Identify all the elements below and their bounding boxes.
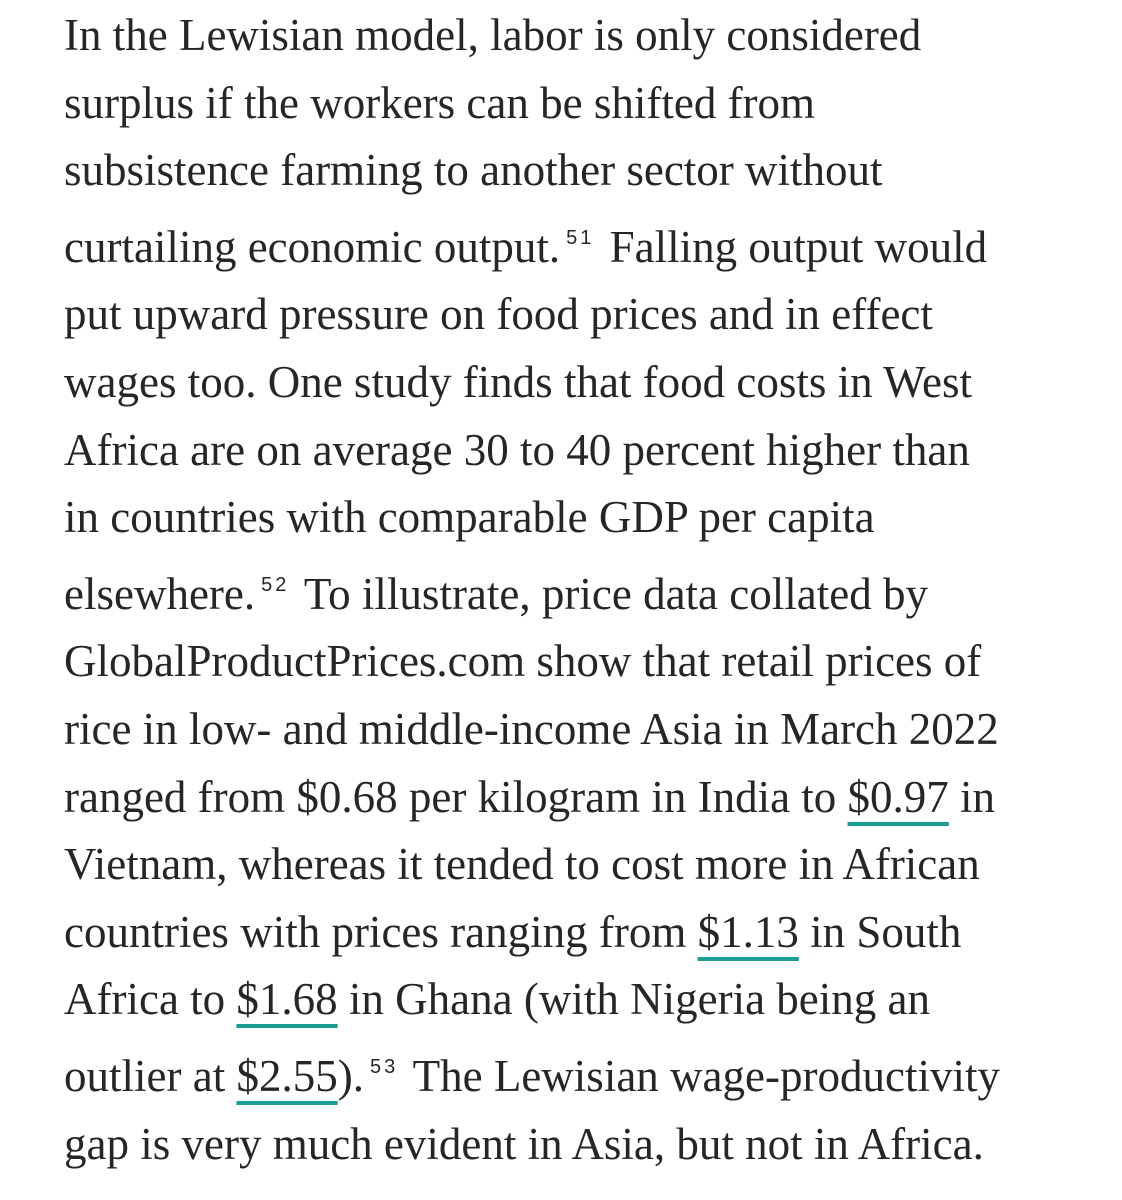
article-paragraph: In the Lewisian model, labor is only con…	[64, 2, 1000, 1178]
text-segment: in Ghana (with Nigeria being an	[337, 974, 930, 1025]
price-source-link[interactable]: $1.68	[236, 974, 338, 1025]
text-segment: Falling output would	[598, 221, 988, 272]
text-segment: in South	[798, 906, 962, 957]
text-line: In the Lewisian model, labor is only con…	[64, 2, 1000, 70]
text-segment: put upward pressure on food prices and i…	[64, 289, 933, 340]
text-line: curtailing economic output. 51 Falling ou…	[64, 205, 1000, 282]
text-segment: outlier at	[64, 1050, 237, 1101]
text-segment: The Lewisian wage-productivity	[402, 1050, 1000, 1101]
text-line: Africa are on average 30 to 40 percent h…	[64, 417, 1000, 485]
text-segment: wages too. One study finds that food cos…	[64, 356, 972, 407]
footnote-reference[interactable]: 52	[261, 573, 290, 596]
text-line: wages too. One study finds that food cos…	[64, 349, 1000, 417]
text-line: in countries with comparable GDP per cap…	[64, 484, 1000, 552]
text-segment: ranged from $0.68 per kilogram in India …	[64, 771, 848, 822]
text-line: subsistence farming to another sector wi…	[64, 137, 1000, 205]
text-segment: Africa are on average 30 to 40 percent h…	[64, 424, 970, 475]
text-segment: gap is very much evident in Asia, but no…	[64, 1118, 984, 1169]
text-line: Vietnam, whereas it tended to cost more …	[64, 831, 1000, 899]
text-segment: subsistence farming to another sector wi…	[64, 145, 883, 196]
text-line: outlier at $2.55). 53 The Lewisian wage-p…	[64, 1034, 1000, 1111]
text-segment: Africa to	[64, 974, 237, 1025]
text-segment: in countries with comparable GDP per cap…	[64, 492, 875, 543]
price-source-link[interactable]: $0.97	[847, 771, 949, 822]
text-segment: rice in low- and middle-income Asia in M…	[64, 703, 999, 754]
text-line: surplus if the workers can be shifted fr…	[64, 70, 1000, 138]
text-segment: curtailing economic output.	[64, 221, 561, 272]
price-source-link[interactable]: $1.13	[697, 906, 799, 957]
text-line: countries with prices ranging from $1.13…	[64, 899, 1000, 967]
text-segment: To illustrate, price data collated by	[293, 568, 928, 619]
text-line: ranged from $0.68 per kilogram in India …	[64, 764, 1000, 832]
text-line: Africa to $1.68 in Ghana (with Nigeria b…	[64, 966, 1000, 1034]
footnote-reference[interactable]: 53	[369, 1055, 399, 1078]
text-segment: GlobalProductPrices.com show that retail…	[64, 636, 982, 687]
text-line: rice in low- and middle-income Asia in M…	[64, 696, 1000, 764]
text-segment: countries with prices ranging from	[64, 906, 698, 957]
text-segment: Vietnam, whereas it tended to cost more …	[64, 839, 980, 890]
text-segment: surplus if the workers can be shifted fr…	[64, 77, 816, 128]
text-segment: ).	[337, 1050, 364, 1101]
footnote-reference[interactable]: 51	[566, 226, 595, 249]
text-line: put upward pressure on food prices and i…	[64, 281, 1000, 349]
text-segment: In the Lewisian model, labor is only con…	[64, 10, 922, 60]
text-line: elsewhere. 52 To illustrate, price data c…	[64, 552, 1000, 629]
price-source-link[interactable]: $2.55	[236, 1050, 338, 1101]
text-segment: in	[948, 771, 996, 822]
text-line: GlobalProductPrices.com show that retail…	[64, 628, 1000, 696]
text-segment: elsewhere.	[64, 568, 256, 619]
text-line: gap is very much evident in Asia, but no…	[64, 1111, 1000, 1179]
